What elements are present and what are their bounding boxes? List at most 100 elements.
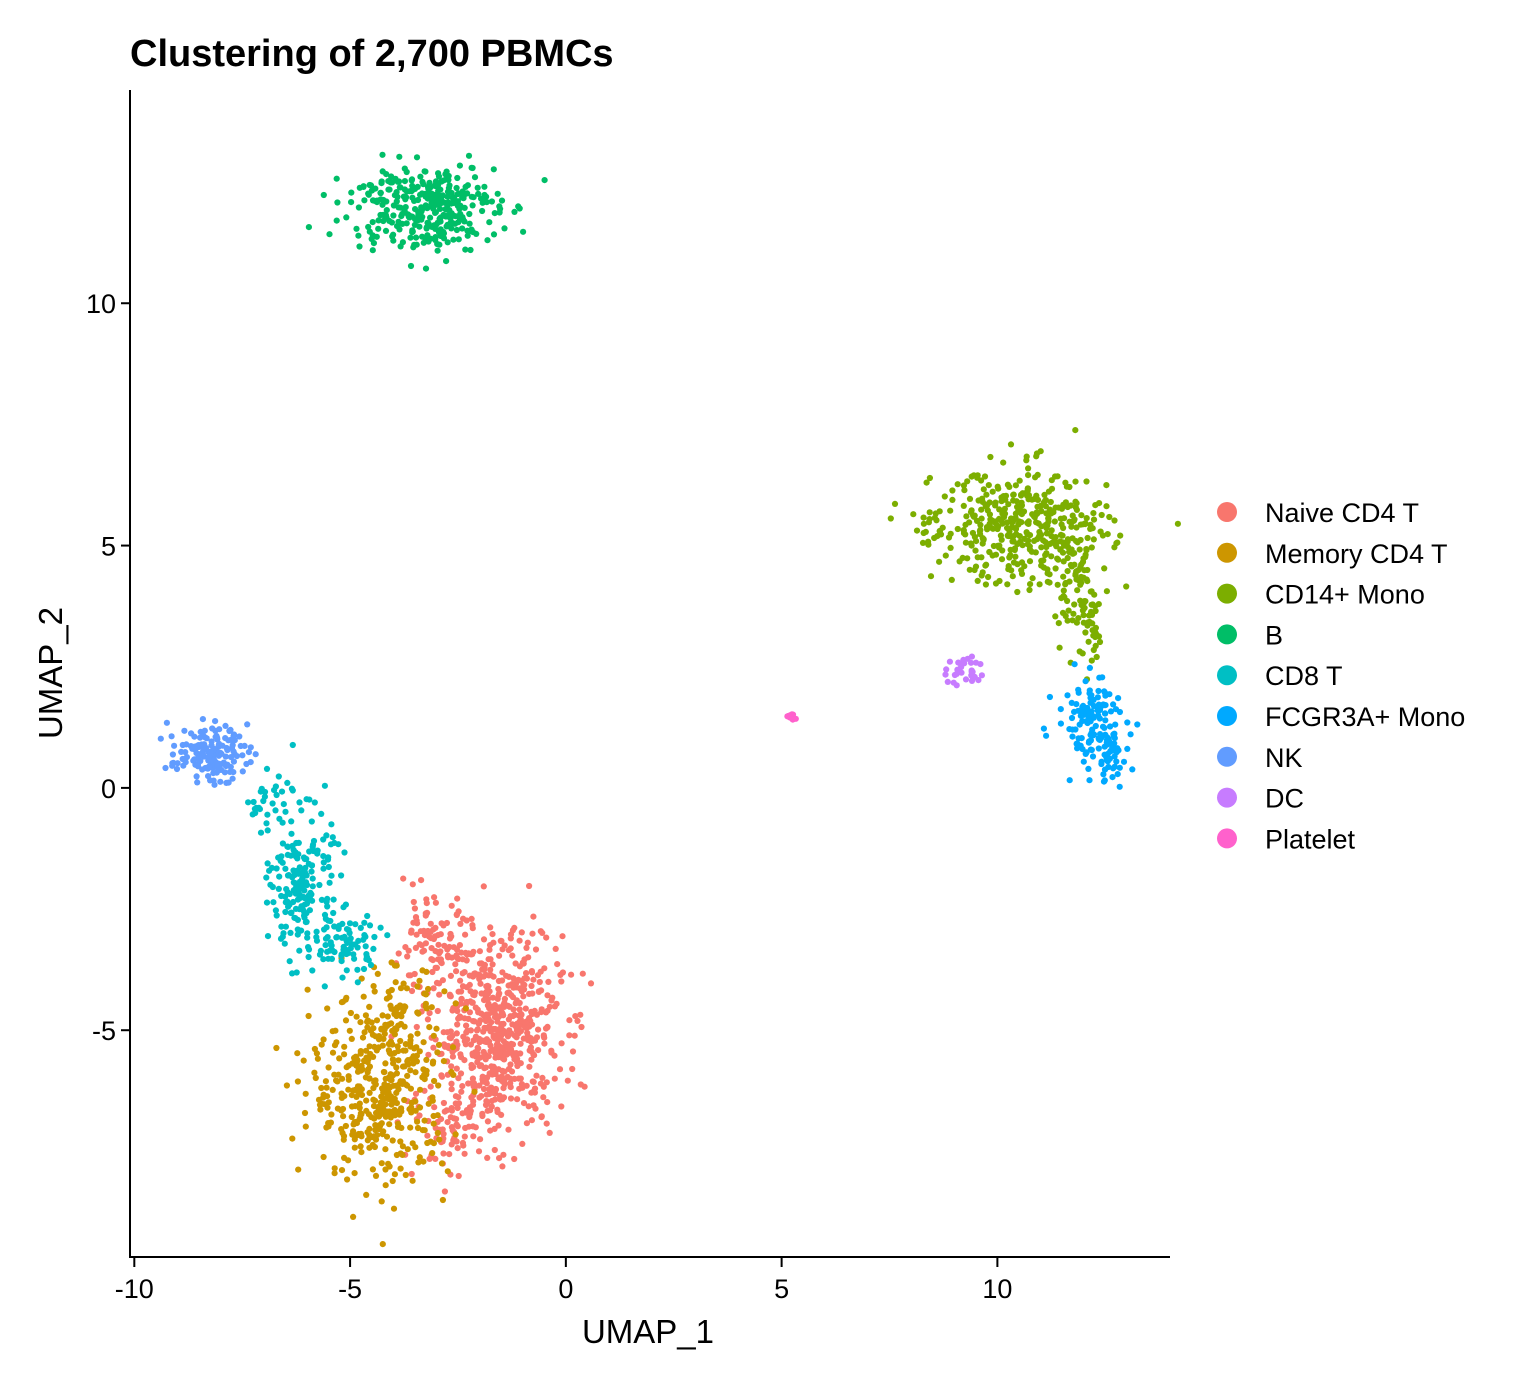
data-point [389,1027,396,1034]
data-point [436,991,443,998]
data-point [1080,758,1087,765]
data-point [980,536,987,543]
data-point [446,943,453,951]
data-point [437,205,444,212]
data-point [372,1172,380,1179]
data-point [1107,708,1115,715]
data-point [468,915,475,923]
data-point [409,213,416,220]
legend-item: FCGR3A+ Mono [1217,702,1465,732]
data-point [463,1022,470,1029]
data-point [389,1137,396,1144]
data-point [1025,472,1032,479]
data-point [393,1064,400,1071]
data-point [374,970,381,978]
data-point [384,1013,391,1020]
data-point [1009,524,1016,531]
data-point [1037,448,1044,455]
data-point [1083,546,1090,553]
data-point [390,1082,397,1089]
legend-item: CD8 T [1217,661,1343,691]
data-point [1018,559,1026,566]
data-point [282,908,289,916]
data-point [339,1075,346,1082]
data-point [1054,581,1061,588]
data-point [377,189,384,197]
y-axis-title: UMAP_2 [32,607,69,739]
data-point [339,974,346,981]
legend-key [1217,706,1237,726]
data-point [440,1130,447,1138]
legend-label: Naive CD4 T [1265,498,1419,528]
data-point [934,533,941,540]
data-point [1077,712,1084,719]
data-point [486,1038,493,1045]
data-point [343,214,350,221]
data-point [397,1037,404,1045]
data-point [543,934,550,941]
data-point [355,204,362,211]
data-point [967,659,975,666]
data-point [247,759,254,766]
data-point [543,1120,550,1127]
data-point [999,510,1006,517]
data-point [537,1080,545,1087]
data-point [496,1155,503,1162]
data-point [453,1065,460,1072]
data-point [379,1012,386,1019]
data-point [321,926,328,933]
data-point [414,1009,421,1016]
data-point [958,669,965,676]
data-point [284,851,291,859]
data-point [288,909,295,916]
data-point [287,929,294,937]
data-point [477,1017,484,1024]
data-point [330,909,337,917]
data-point [338,1090,345,1097]
data-point [375,217,382,224]
data-point [515,203,522,210]
data-point [404,1072,411,1079]
data-point [341,849,348,856]
data-point [332,1027,339,1034]
data-point [352,921,359,928]
data-point [528,1008,535,1016]
data-point [341,1154,348,1161]
data-point [199,751,206,758]
data-point [314,1055,321,1062]
data-point [371,988,378,995]
data-point [382,1113,389,1120]
data-point [522,1005,529,1012]
data-point [408,1170,415,1178]
data-point [1088,746,1095,754]
data-point [520,228,527,235]
data-point [422,265,430,272]
data-point [309,897,316,904]
data-point [481,183,488,190]
data-point [408,188,415,195]
data-point [488,1097,495,1105]
data-point [978,506,985,513]
data-point [333,175,340,182]
data-point [290,898,297,906]
data-point [1124,745,1131,753]
data-point [1072,427,1079,434]
data-point [257,788,264,795]
data-point [368,235,375,243]
data-point [1043,524,1050,532]
data-point [445,954,452,961]
data-point [162,764,169,772]
data-point [427,920,434,927]
series-memory-cd4-t [273,955,478,1248]
data-point [227,726,234,734]
data-point [470,1037,477,1044]
data-point [458,1054,465,1061]
data-point [316,1101,324,1108]
data-point [1038,562,1045,569]
data-point [1101,743,1108,750]
data-point [210,770,217,777]
data-point [434,1007,441,1015]
data-point [488,198,495,205]
data-point [1096,638,1104,646]
data-point [434,247,441,254]
